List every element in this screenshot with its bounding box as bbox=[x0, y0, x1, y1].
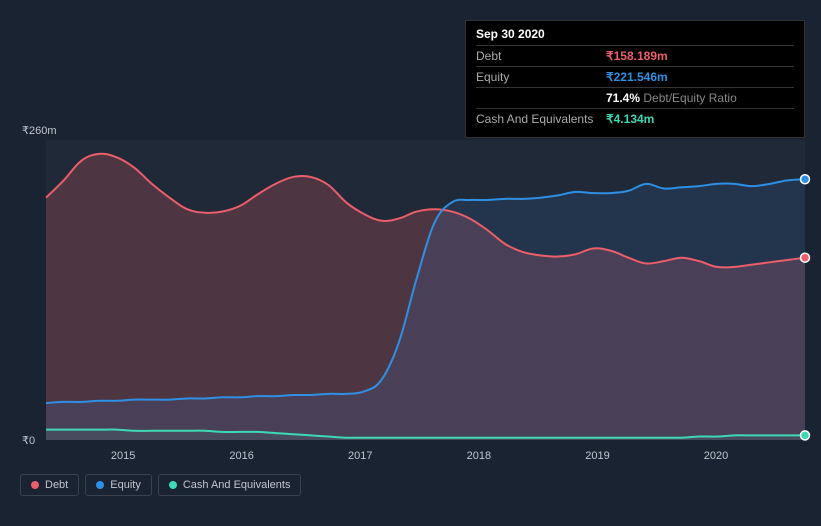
tooltip-date: Sep 30 2020 bbox=[476, 27, 794, 45]
tooltip-label: Cash And Equivalents bbox=[476, 112, 606, 126]
tooltip-row-debt: Debt ₹158.189m bbox=[476, 45, 794, 66]
tooltip-value: 71.4% Debt/Equity Ratio bbox=[606, 91, 737, 105]
legend: Debt Equity Cash And Equivalents bbox=[20, 474, 301, 496]
tooltip-label bbox=[476, 91, 606, 105]
legend-swatch bbox=[31, 481, 39, 489]
tooltip-row-cash: Cash And Equivalents ₹4.134m bbox=[476, 108, 794, 129]
tooltip-value: ₹4.134m bbox=[606, 112, 654, 126]
x-axis-label: 2018 bbox=[467, 450, 491, 462]
legend-item-debt[interactable]: Debt bbox=[20, 474, 79, 496]
legend-label: Cash And Equivalents bbox=[183, 479, 291, 491]
legend-item-cash[interactable]: Cash And Equivalents bbox=[158, 474, 302, 496]
tooltip-value: ₹221.546m bbox=[606, 70, 668, 84]
plot-area[interactable] bbox=[46, 140, 805, 440]
legend-label: Debt bbox=[45, 479, 68, 491]
y-axis-max-label: ₹260m bbox=[22, 124, 57, 137]
x-axis-label: 2016 bbox=[229, 450, 253, 462]
tooltip-label: Equity bbox=[476, 70, 606, 84]
cash-end-dot bbox=[801, 431, 810, 440]
x-axis-label: 2020 bbox=[704, 450, 728, 462]
legend-item-equity[interactable]: Equity bbox=[85, 474, 152, 496]
legend-label: Equity bbox=[110, 479, 141, 491]
debt-end-dot bbox=[801, 253, 810, 262]
x-axis-label: 2015 bbox=[111, 450, 135, 462]
x-axis-label: 2019 bbox=[585, 450, 609, 462]
tooltip-label: Debt bbox=[476, 49, 606, 63]
legend-swatch bbox=[96, 481, 104, 489]
tooltip-row-equity: Equity ₹221.546m bbox=[476, 66, 794, 87]
debt-equity-chart: Sep 30 2020 Debt ₹158.189m Equity ₹221.5… bbox=[18, 20, 805, 510]
x-axis-label: 2017 bbox=[348, 450, 372, 462]
legend-swatch bbox=[169, 481, 177, 489]
x-axis-labels: 2015 2016 2017 2018 2019 2020 bbox=[46, 450, 805, 470]
y-axis-min-label: ₹0 bbox=[22, 434, 35, 447]
tooltip-row-ratio: 71.4% Debt/Equity Ratio bbox=[476, 87, 794, 108]
chart-tooltip: Sep 30 2020 Debt ₹158.189m Equity ₹221.5… bbox=[465, 20, 805, 138]
chart-svg bbox=[46, 140, 805, 440]
tooltip-value: ₹158.189m bbox=[606, 49, 668, 63]
equity-end-dot bbox=[801, 175, 810, 184]
